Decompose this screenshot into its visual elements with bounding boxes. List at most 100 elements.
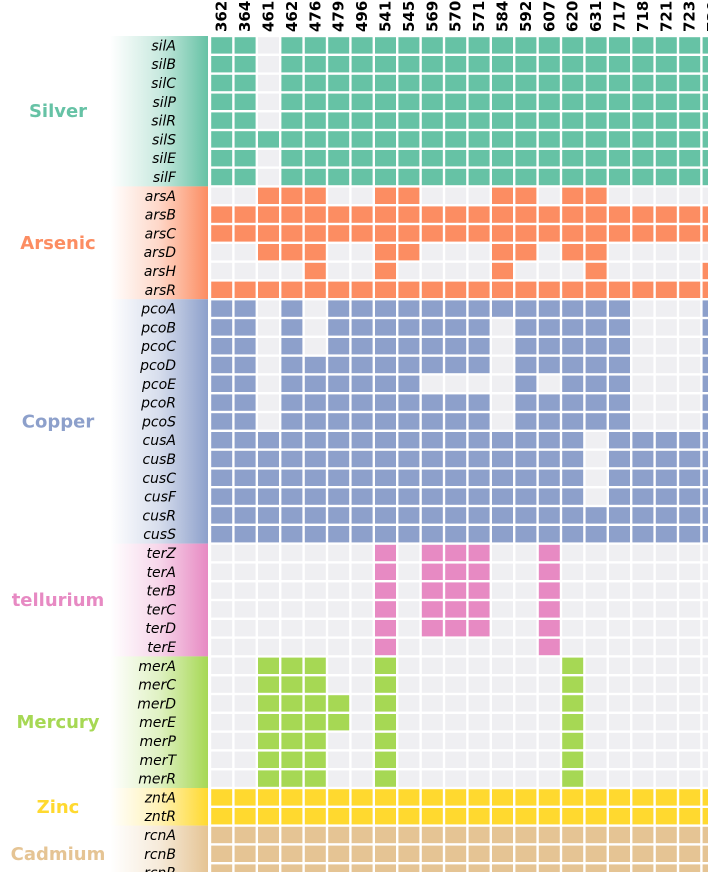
cell-pcoA-631 [585,300,607,317]
cell-merR-592 [515,770,537,787]
cell-silC-631 [585,74,607,92]
cell-cusC-569 [421,469,443,486]
cell-terC-730 [702,601,708,618]
cell-silR-362 [211,112,233,129]
cell-arsB-362 [211,206,233,223]
cell-cusS-592 [515,526,537,543]
cell-pcoB-723 [679,319,701,336]
cell-arsD-620 [562,244,584,261]
gene-label-cusS: cusS [143,527,176,543]
cell-merC-584 [492,676,513,693]
cell-silE-362 [211,150,233,167]
cell-terD-571 [468,620,490,637]
cell-silR-479 [328,112,350,129]
cell-merA-476 [304,657,326,674]
cell-arsD-721 [655,244,677,261]
cell-zntA-620 [562,789,584,806]
cell-merC-571 [468,676,490,693]
cell-merE-718 [632,714,654,731]
cell-silE-476 [304,150,326,167]
cell-arsR-569 [421,281,443,298]
cell-pcoB-479 [328,319,350,336]
cell-arsD-592 [515,244,537,261]
gene-label-silF: silF [153,170,177,186]
cell-merD-569 [421,695,443,712]
cell-terD-730 [702,620,708,637]
cell-terA-718 [632,563,654,580]
cell-silC-570 [445,74,467,92]
cell-pcoA-607 [538,300,560,317]
cell-merE-721 [655,714,677,731]
cell-terA-462 [281,563,303,580]
cell-cusS-496 [351,526,373,543]
cell-arsR-541 [375,281,396,298]
cell-silA-496 [351,37,373,54]
cell-terZ-462 [281,544,303,562]
cell-cusC-364 [234,469,256,486]
cell-pcoD-461 [258,356,279,374]
cell-pcoE-569 [421,375,443,392]
cell-silA-717 [609,37,630,54]
cell-merC-496 [351,676,373,693]
cell-silF-607 [538,168,560,186]
cell-arsH-569 [421,262,443,280]
cell-merE-479 [328,714,350,731]
gene-label-rcnB: rcnB [144,847,176,863]
cell-pcoR-721 [655,394,677,411]
cell-pcoD-571 [468,356,490,374]
cell-silS-631 [585,131,607,148]
cell-cusF-462 [281,488,303,505]
cell-silA-730 [702,37,708,54]
cell-silE-461 [258,150,279,167]
cell-arsR-461 [258,281,279,298]
cell-arsA-571 [468,187,490,204]
cell-terC-718 [632,601,654,618]
cell-merC-717 [609,676,630,693]
cell-zntR-717 [609,808,630,825]
cell-merR-723 [679,770,701,787]
gene-label-terC: terC [146,602,176,618]
cell-merR-541 [375,770,396,787]
cell-cusS-571 [468,526,490,543]
cell-silF-545 [398,168,420,186]
cell-merD-571 [468,695,490,712]
cell-silC-584 [492,74,513,92]
cell-cusC-541 [375,469,396,486]
cell-silS-721 [655,131,677,148]
cell-pcoA-571 [468,300,490,317]
cell-merT-631 [585,751,607,768]
cell-pcoB-476 [304,319,326,336]
cell-pcoR-570 [445,394,467,411]
cell-arsD-730 [702,244,708,261]
cell-pcoS-584 [492,413,513,430]
cell-merP-723 [679,732,701,750]
cell-pcoE-584 [492,375,513,392]
cell-arsB-496 [351,206,373,223]
cell-pcoD-607 [538,356,560,374]
cell-pcoB-592 [515,319,537,336]
cell-pcoD-723 [679,356,701,374]
cell-silR-592 [515,112,537,129]
cell-arsH-479 [328,262,350,280]
cell-zntA-362 [211,789,233,806]
cell-arsB-364 [234,206,256,223]
cell-merA-569 [421,657,443,674]
cell-pcoD-479 [328,356,350,374]
group-band-cadmium [110,825,208,872]
cell-merP-717 [609,732,630,750]
cell-silS-607 [538,131,560,148]
cell-arsR-584 [492,281,513,298]
cell-silE-569 [421,150,443,167]
cell-terB-571 [468,582,490,599]
cell-terB-607 [538,582,560,599]
cell-merR-462 [281,770,303,787]
cell-merD-730 [702,695,708,712]
cell-terC-631 [585,601,607,618]
cell-silC-362 [211,74,233,92]
cell-zntR-541 [375,808,396,825]
cell-pcoE-721 [655,375,677,392]
cell-rcnB-730 [702,845,708,862]
cell-cusS-631 [585,526,607,543]
cell-zntA-479 [328,789,350,806]
cell-merT-717 [609,751,630,768]
